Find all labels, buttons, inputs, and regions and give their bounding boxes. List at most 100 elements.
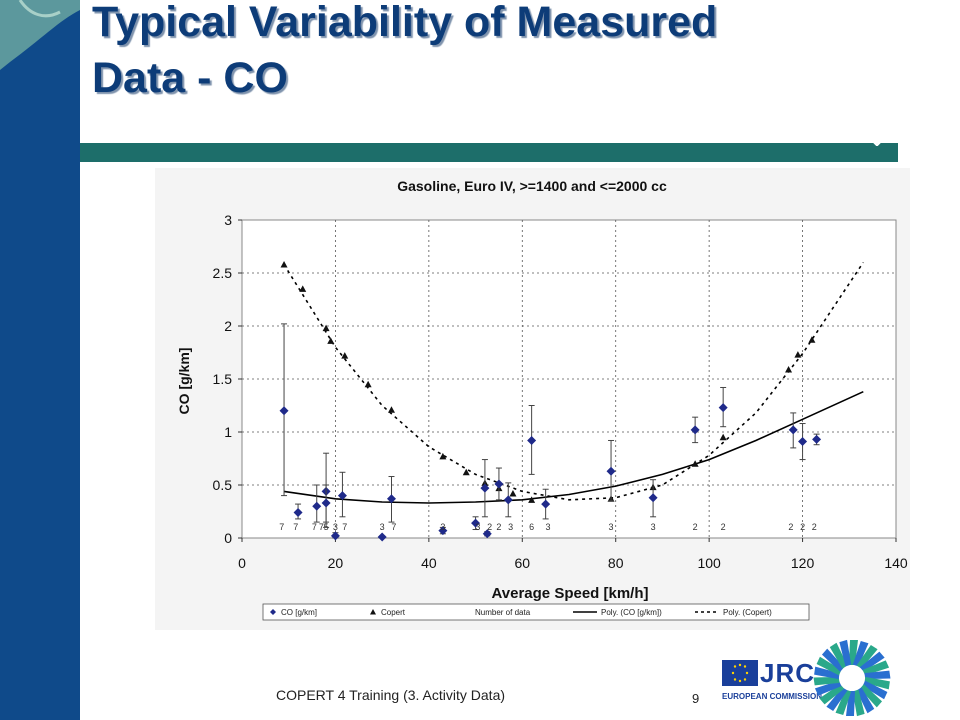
co-point: [527, 435, 537, 445]
co-point: [330, 531, 340, 541]
y-tick-label: 1.5: [213, 371, 233, 387]
number-of-data-label: 3: [380, 522, 385, 532]
co-trend-curve: [283, 390, 864, 504]
number-of-data-label: 7: [391, 522, 396, 532]
copert-point: [528, 496, 536, 503]
jrc-sunburst-logo: [813, 639, 891, 717]
number-of-data-label: 3: [651, 522, 656, 532]
y-tick-label: 0.5: [213, 477, 233, 493]
sunburst-petal: [859, 684, 883, 708]
y-tick-label: 2: [224, 318, 232, 334]
legend-label: Copert: [381, 608, 406, 617]
copert-point: [439, 452, 447, 460]
co-point: [293, 508, 303, 518]
slide-title: Typical Variability of Measured Data - C…: [92, 0, 912, 106]
co-point: [482, 529, 492, 539]
x-tick-label: 60: [514, 555, 530, 571]
sunburst-petal: [821, 648, 845, 672]
diamond-icon: [869, 130, 885, 146]
title-line-2: Data - CO: [92, 54, 288, 102]
chart-title: Gasoline, Euro IV, >=1400 and <=2000 cc: [397, 178, 667, 194]
co-point: [606, 466, 616, 476]
number-of-data-label: 3: [609, 522, 614, 532]
x-tick-label: 100: [697, 555, 721, 571]
co-point: [788, 425, 798, 435]
co-point: [718, 403, 728, 413]
sunburst-petal: [864, 676, 890, 690]
legend-label: Number of data: [475, 608, 531, 617]
number-of-data-label: 2: [693, 522, 698, 532]
footer-text: COPERT 4 Training (3. Activity Data): [276, 687, 506, 703]
sunburst-petal: [829, 642, 848, 669]
number-of-data-label: 7: [312, 522, 317, 532]
sunburst-petal: [864, 670, 891, 680]
co-point: [648, 493, 658, 503]
number-of-data-label: 3: [545, 522, 550, 532]
co-point: [312, 501, 322, 511]
co-point: [377, 532, 387, 542]
co-point: [279, 406, 289, 416]
legend-label: CO [g/km]: [281, 608, 317, 617]
number-of-data-label: 2: [496, 522, 501, 532]
copert-point: [387, 406, 395, 413]
co-point: [480, 483, 490, 493]
copert-point: [808, 336, 816, 343]
copert-point: [364, 380, 372, 388]
number-of-data-label: 2: [800, 522, 805, 532]
sunburst-petal: [814, 666, 840, 680]
copert-point: [299, 285, 307, 292]
x-tick-label: 40: [421, 555, 437, 571]
y-tick-label: 0: [224, 530, 232, 546]
legend-label: Poly. (CO [g/km]): [601, 608, 662, 617]
y-axis-label: CO [g/km]: [176, 348, 192, 415]
sunburst-petal: [862, 680, 888, 700]
co-point: [438, 526, 448, 536]
sunburst-petal: [859, 651, 885, 672]
x-axis-label: Average Speed [km/h]: [492, 585, 649, 602]
sunburst-petal: [819, 684, 845, 705]
copert-point: [785, 365, 793, 373]
legend-label: Poly. (Copert): [723, 608, 772, 617]
number-of-data-label: 2: [812, 522, 817, 532]
x-tick-label: 80: [608, 555, 624, 571]
sunburst-petal: [835, 689, 852, 716]
sunburst-petal: [813, 676, 840, 686]
number-of-data-label: 3: [440, 522, 445, 532]
copert-point: [322, 324, 330, 332]
copert-point: [341, 352, 349, 359]
co-point: [812, 434, 822, 444]
x-tick-label: 20: [328, 555, 344, 571]
sunburst-petal: [826, 687, 848, 712]
sunburst-petal: [856, 687, 875, 714]
number-of-data-label: 7: [279, 522, 284, 532]
copert-point: [719, 433, 727, 441]
sunburst-petal: [856, 644, 878, 669]
copert-point: [462, 468, 470, 476]
co-point: [471, 518, 481, 528]
x-tick-label: 140: [884, 555, 908, 571]
co-point: [541, 499, 551, 509]
number-of-data-label: 2: [788, 522, 793, 532]
title-rule: [80, 143, 898, 162]
co-point: [386, 494, 396, 504]
co-point: [337, 491, 347, 501]
sunburst-petal: [852, 640, 869, 667]
chart-legend: CO [g/km] Copert Number of data Poly. (CO […: [262, 603, 810, 621]
sunburst-petal: [816, 656, 842, 676]
co-point: [494, 479, 504, 489]
copert-point: [509, 489, 517, 497]
x-tick-label: 120: [791, 555, 815, 571]
copert-trend-curve: [283, 261, 864, 501]
copert-point: [327, 337, 335, 344]
sunburst-petal: [839, 639, 852, 667]
number-of-data-label: 5: [324, 522, 329, 532]
co-speed-chart: Gasoline, Euro IV, >=1400 and <=2000 cc …: [176, 178, 908, 621]
sunburst-petal: [862, 660, 890, 676]
ec-logo-text: EUROPEAN COMMISSION: [722, 692, 823, 701]
sunburst-petal: [814, 680, 842, 696]
left-color-band: [0, 0, 80, 720]
page-number: 9: [692, 691, 700, 706]
jrc-logo-text: JRC: [760, 658, 816, 688]
co-point: [503, 495, 513, 505]
number-of-data-label: 3: [475, 522, 480, 532]
